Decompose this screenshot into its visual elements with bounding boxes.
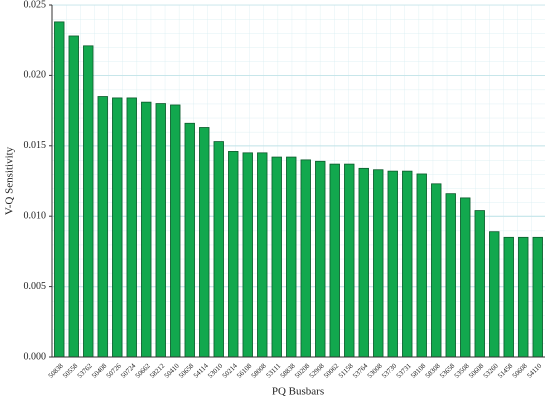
y-axis-title: V-Q Sensitivity bbox=[4, 146, 16, 215]
bar bbox=[460, 197, 471, 358]
bar bbox=[83, 45, 94, 358]
x-tick-label: 50662 bbox=[134, 362, 152, 380]
bar bbox=[112, 97, 123, 358]
bar bbox=[474, 210, 485, 358]
bar bbox=[141, 101, 152, 358]
x-tick-label: 50724 bbox=[119, 362, 137, 380]
y-tick-label: 0.010 bbox=[24, 210, 47, 221]
x-tick-label: 51458 bbox=[496, 362, 514, 380]
bar bbox=[503, 236, 514, 358]
bar bbox=[344, 163, 355, 358]
x-tick-label: 53658 bbox=[438, 362, 456, 380]
bar bbox=[402, 170, 413, 358]
bar bbox=[271, 156, 282, 358]
bar bbox=[155, 103, 166, 358]
x-tick-label: 53008 bbox=[366, 362, 384, 380]
bar bbox=[257, 152, 268, 358]
bar bbox=[286, 156, 297, 358]
x-tick-label: 51158 bbox=[337, 362, 355, 380]
y-tick-label: 0.015 bbox=[24, 140, 47, 151]
bar bbox=[184, 122, 195, 358]
x-axis-title: PQ Busbars bbox=[272, 386, 324, 398]
bar bbox=[518, 236, 529, 358]
bar bbox=[445, 193, 456, 358]
x-tick-label: 58212 bbox=[148, 362, 166, 380]
x-tick-label: 52908 bbox=[308, 362, 326, 380]
bar bbox=[532, 236, 543, 358]
bar bbox=[315, 160, 326, 358]
x-tick-label: 50410 bbox=[163, 362, 181, 380]
bar bbox=[489, 231, 500, 358]
bar bbox=[300, 159, 311, 358]
plot-background bbox=[52, 5, 545, 357]
x-tick-label: 53731 bbox=[395, 362, 413, 380]
x-tick-label: 50558 bbox=[61, 362, 79, 380]
bar bbox=[329, 163, 340, 358]
x-tick-label: 54110 bbox=[525, 362, 543, 380]
x-tick-label: 56108 bbox=[235, 362, 253, 380]
bar bbox=[97, 96, 108, 358]
x-tick-label: 50208 bbox=[293, 362, 311, 380]
bar bbox=[373, 169, 384, 358]
bar bbox=[54, 21, 65, 358]
y-tick-label: 0.020 bbox=[24, 70, 47, 81]
x-tick-label: 50726 bbox=[105, 362, 123, 380]
x-tick-label: 58108 bbox=[409, 362, 427, 380]
x-tick-label: 50408 bbox=[90, 362, 108, 380]
x-tick-label: 53111 bbox=[265, 362, 283, 380]
x-tick-label: 53764 bbox=[351, 362, 369, 380]
y-tick-label: 0.000 bbox=[24, 351, 47, 362]
bar bbox=[387, 170, 398, 358]
x-tick-label: 50658 bbox=[177, 362, 195, 380]
x-tick-label: 50608 bbox=[511, 362, 529, 380]
x-tick-label: 58308 bbox=[424, 362, 442, 380]
bar bbox=[213, 141, 224, 358]
bar bbox=[68, 35, 79, 358]
x-tick-label: 53762 bbox=[76, 362, 94, 380]
bar bbox=[228, 151, 239, 358]
y-tick-label: 0.005 bbox=[24, 281, 47, 292]
y-tick-label: 0.025 bbox=[24, 0, 47, 10]
bar bbox=[170, 104, 181, 358]
x-tick-label: 58838 bbox=[279, 362, 297, 380]
x-tick-label: 50608 bbox=[467, 362, 485, 380]
x-tick-label: 54114 bbox=[192, 362, 210, 380]
x-tick-label: 53010 bbox=[206, 362, 224, 380]
x-tick-label: 50838 bbox=[47, 362, 65, 380]
bar bbox=[416, 173, 427, 358]
bar bbox=[358, 167, 369, 358]
bar bbox=[431, 183, 442, 358]
x-tick-label: 50214 bbox=[221, 362, 239, 380]
x-tick-label: 50062 bbox=[322, 362, 340, 380]
bar bbox=[126, 97, 137, 358]
bar bbox=[199, 127, 210, 358]
x-tick-label: 58008 bbox=[250, 362, 268, 380]
bar bbox=[242, 152, 253, 358]
x-tick-label: 53260 bbox=[482, 362, 500, 380]
x-tick-label: 53508 bbox=[453, 362, 471, 380]
x-tick-label: 53730 bbox=[380, 362, 398, 380]
